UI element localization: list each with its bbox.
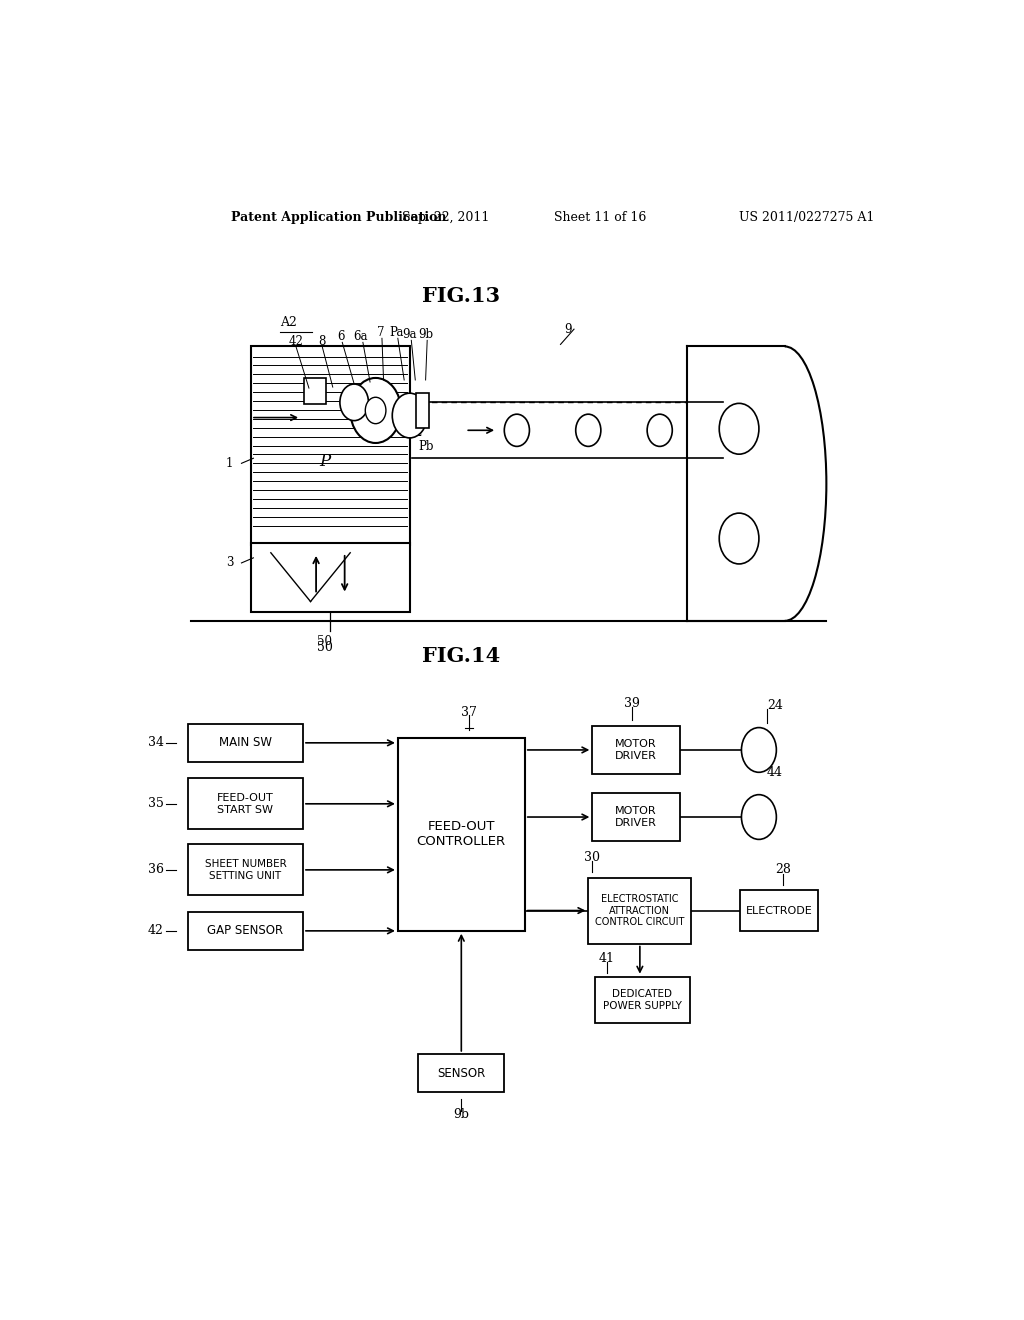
- Circle shape: [392, 393, 427, 438]
- Text: MOTOR
DRIVER: MOTOR DRIVER: [615, 739, 656, 760]
- Text: Patent Application Publication: Patent Application Publication: [231, 211, 446, 224]
- Text: 7: 7: [377, 326, 384, 339]
- Bar: [188, 912, 303, 950]
- Bar: [188, 779, 303, 829]
- Text: FIG.14: FIG.14: [422, 647, 501, 667]
- Text: 50: 50: [316, 642, 333, 655]
- Circle shape: [719, 513, 759, 564]
- Text: 3: 3: [226, 557, 233, 569]
- Bar: [304, 378, 327, 404]
- Text: Sheet 11 of 16: Sheet 11 of 16: [554, 211, 646, 224]
- Text: 44: 44: [767, 766, 782, 779]
- Text: 2': 2': [414, 426, 425, 440]
- Text: US 2011/0227275 A1: US 2011/0227275 A1: [739, 211, 874, 224]
- Text: 37: 37: [461, 706, 477, 719]
- Text: SENSOR: SENSOR: [437, 1067, 485, 1080]
- Text: 39: 39: [624, 697, 640, 710]
- Bar: [592, 792, 680, 841]
- Text: 42: 42: [147, 924, 164, 937]
- Text: 9a: 9a: [402, 327, 417, 341]
- Circle shape: [366, 397, 386, 424]
- Text: 6: 6: [337, 330, 344, 343]
- Text: GAP SENSOR: GAP SENSOR: [208, 924, 284, 937]
- Bar: [188, 723, 303, 762]
- Text: 1: 1: [226, 457, 233, 470]
- Bar: [588, 878, 691, 944]
- Bar: [397, 738, 524, 931]
- Text: Sep. 22, 2011: Sep. 22, 2011: [401, 211, 489, 224]
- Text: 9: 9: [564, 322, 572, 335]
- Text: A2: A2: [281, 317, 297, 329]
- Text: 28: 28: [775, 863, 791, 876]
- Text: MAIN SW: MAIN SW: [219, 737, 272, 750]
- Text: 50: 50: [317, 635, 333, 648]
- Text: 9b: 9b: [418, 327, 433, 341]
- Text: 8: 8: [318, 335, 326, 348]
- Text: 6a: 6a: [353, 330, 368, 343]
- Bar: [740, 890, 817, 931]
- Text: P: P: [319, 453, 331, 470]
- Circle shape: [741, 795, 776, 840]
- Bar: [595, 977, 690, 1023]
- Text: 30: 30: [585, 850, 600, 863]
- Text: FEED-OUT
CONTROLLER: FEED-OUT CONTROLLER: [417, 820, 506, 849]
- Text: MOTOR
DRIVER: MOTOR DRIVER: [615, 807, 656, 828]
- Text: DEDICATED
POWER SUPPLY: DEDICATED POWER SUPPLY: [603, 989, 682, 1011]
- Circle shape: [504, 414, 529, 446]
- Circle shape: [575, 414, 601, 446]
- Bar: [592, 726, 680, 775]
- Text: Pa: Pa: [389, 326, 403, 339]
- Text: 36: 36: [147, 863, 164, 876]
- Text: 43: 43: [624, 764, 640, 776]
- Text: ELECTRODE: ELECTRODE: [745, 906, 812, 916]
- Text: 42: 42: [289, 335, 304, 348]
- Bar: [419, 1053, 504, 1093]
- Bar: [188, 845, 303, 895]
- Text: FIG.13: FIG.13: [422, 285, 501, 306]
- Text: 41: 41: [599, 952, 614, 965]
- Text: ELECTROSTATIC
ATTRACTION
CONTROL CIRCUIT: ELECTROSTATIC ATTRACTION CONTROL CIRCUIT: [595, 894, 685, 927]
- Circle shape: [719, 404, 759, 454]
- Text: 35: 35: [147, 797, 164, 810]
- Circle shape: [741, 727, 776, 772]
- Text: 34: 34: [147, 737, 164, 750]
- Text: SHEET NUMBER
SETTING UNIT: SHEET NUMBER SETTING UNIT: [205, 859, 287, 880]
- Text: FEED-OUT
START SW: FEED-OUT START SW: [217, 793, 273, 814]
- Text: 9b: 9b: [454, 1109, 469, 1121]
- Bar: [416, 393, 429, 428]
- Bar: [251, 346, 410, 545]
- Bar: [251, 543, 410, 611]
- Circle shape: [350, 378, 401, 444]
- Text: Pb: Pb: [418, 440, 433, 453]
- Circle shape: [647, 414, 673, 446]
- Circle shape: [340, 384, 369, 421]
- Text: 24: 24: [767, 698, 782, 711]
